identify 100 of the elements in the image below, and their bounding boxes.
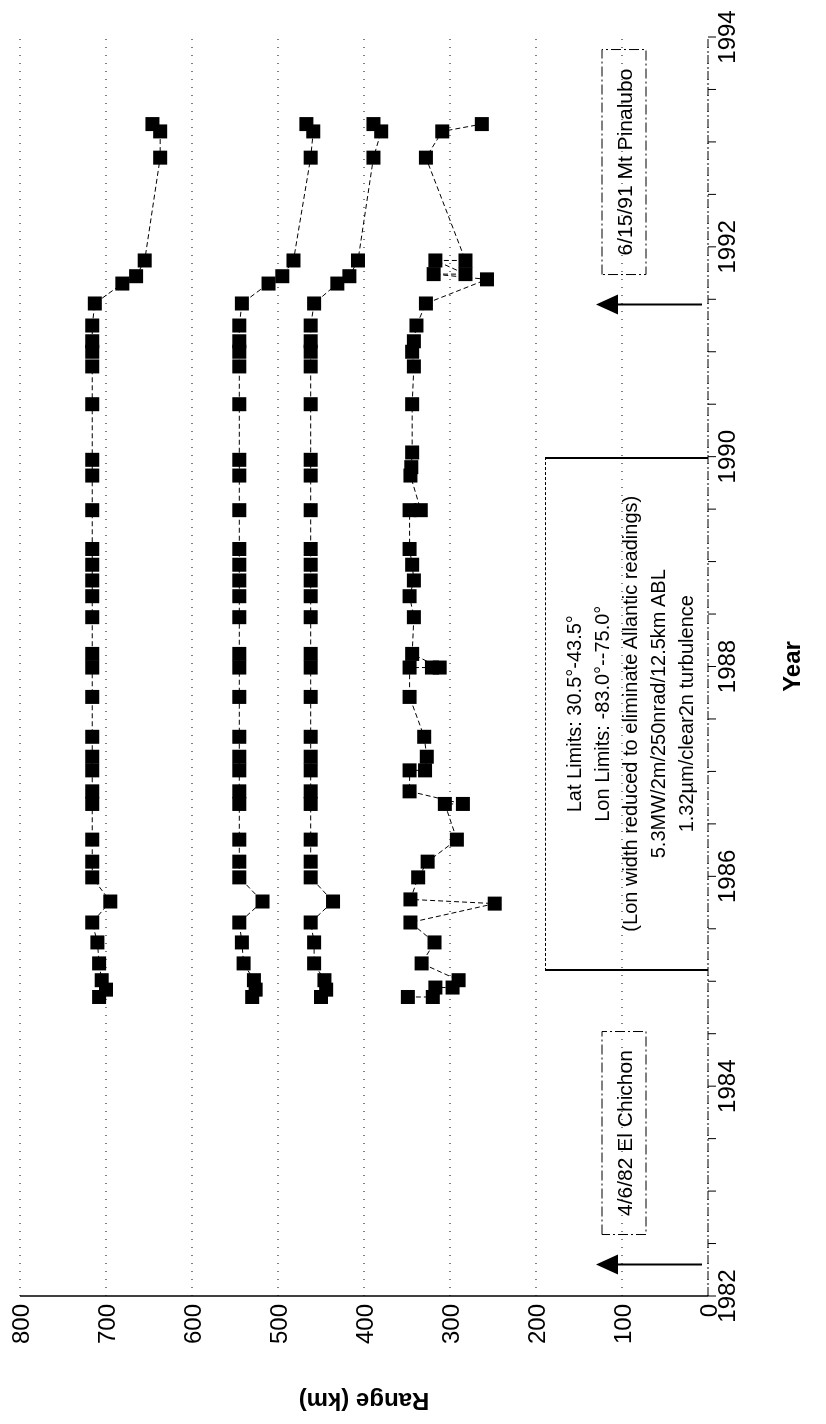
point	[232, 541, 247, 556]
point	[405, 646, 420, 661]
point	[85, 610, 100, 625]
x-tick-label: 200	[522, 1304, 550, 1345]
point	[402, 763, 417, 778]
point	[307, 296, 322, 311]
point	[232, 573, 247, 588]
point	[405, 557, 420, 572]
point	[303, 854, 318, 869]
point	[85, 646, 100, 661]
point	[303, 784, 318, 799]
point	[303, 359, 318, 374]
ref-line-label: 4/6/82 El Chichon	[613, 1050, 636, 1216]
point	[427, 935, 442, 950]
point	[232, 557, 247, 572]
point	[232, 334, 247, 349]
point	[405, 397, 420, 412]
point	[303, 796, 318, 811]
point	[342, 269, 357, 284]
x-tick-label: 800	[6, 1304, 34, 1345]
point	[232, 763, 247, 778]
point	[87, 296, 102, 311]
point	[400, 989, 415, 1004]
point	[366, 150, 381, 165]
annotation: Lon Limits: -83.0°--75.0°	[589, 605, 614, 822]
point	[418, 763, 433, 778]
point	[85, 468, 100, 483]
y-tick-label: 1992	[713, 220, 741, 274]
point	[474, 117, 489, 132]
point	[232, 503, 247, 518]
point	[85, 397, 100, 412]
point	[303, 660, 318, 675]
point	[458, 253, 473, 268]
x-tick-label: 500	[264, 1304, 292, 1345]
point	[303, 573, 318, 588]
point	[232, 796, 247, 811]
point	[451, 973, 466, 988]
point	[85, 589, 100, 604]
point	[406, 573, 421, 588]
point	[299, 117, 314, 132]
point	[232, 870, 247, 885]
point	[85, 557, 100, 572]
point	[403, 915, 418, 930]
point	[85, 660, 100, 675]
x-tick-label: 600	[178, 1304, 206, 1345]
point	[85, 832, 100, 847]
point	[232, 784, 247, 799]
y-tick-label: 1994	[713, 10, 741, 64]
point	[420, 854, 435, 869]
point	[411, 870, 426, 885]
point	[303, 452, 318, 467]
point	[402, 660, 417, 675]
x-axis-title: Range (km)	[298, 1388, 430, 1416]
point	[426, 267, 441, 282]
point	[232, 589, 247, 604]
point	[232, 689, 247, 704]
point	[115, 276, 130, 291]
point	[232, 468, 247, 483]
point	[303, 589, 318, 604]
point	[402, 689, 417, 704]
point	[275, 269, 290, 284]
point	[409, 318, 424, 333]
point	[85, 318, 100, 333]
point	[303, 689, 318, 704]
point	[303, 832, 318, 847]
point	[330, 276, 345, 291]
point	[85, 541, 100, 556]
point	[307, 956, 322, 971]
point	[406, 610, 421, 625]
point	[85, 915, 100, 930]
annotation: 5.3MW/2m/250nrad/12.5km ABL	[645, 569, 670, 859]
x-tick-label: 100	[608, 1304, 636, 1345]
point	[402, 589, 417, 604]
point	[232, 318, 247, 333]
point	[458, 267, 473, 282]
point	[90, 935, 105, 950]
point	[153, 150, 168, 165]
point	[418, 150, 433, 165]
point	[404, 460, 419, 475]
point	[232, 646, 247, 661]
point	[232, 915, 247, 930]
point	[418, 296, 433, 311]
point	[85, 854, 100, 869]
point	[303, 915, 318, 930]
point	[303, 729, 318, 744]
point	[232, 854, 247, 869]
point	[85, 573, 100, 588]
point	[103, 894, 118, 909]
point	[303, 870, 318, 885]
point	[406, 334, 421, 349]
point	[85, 334, 100, 349]
point	[85, 503, 100, 518]
point	[432, 660, 447, 675]
y-tick-label: 1986	[713, 849, 741, 904]
point	[402, 541, 417, 556]
point	[232, 832, 247, 847]
point	[303, 468, 318, 483]
point	[435, 124, 450, 139]
point	[303, 646, 318, 661]
point	[85, 359, 100, 374]
